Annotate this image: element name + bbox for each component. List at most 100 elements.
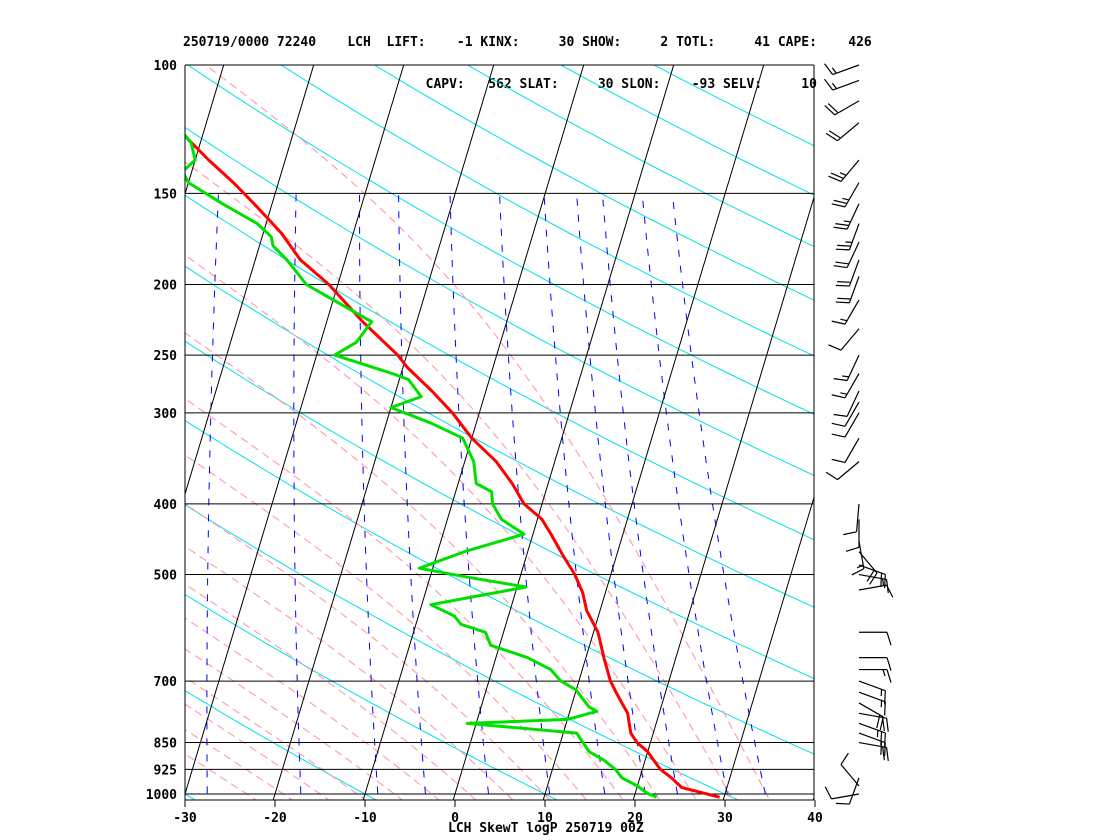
wind-barb-feather (886, 657, 892, 671)
wind-barb-feather (845, 546, 860, 552)
wind-barb-feather (885, 579, 889, 593)
moist-adiabat-line (185, 332, 661, 800)
wind-barb-staff (840, 764, 860, 787)
wind-barb-staff (831, 793, 860, 800)
isotherm-line (362, 65, 585, 800)
wind-barb (858, 741, 889, 761)
wind-barb (831, 412, 860, 438)
pressure-tick-label: 300 (154, 407, 178, 422)
wind-barb-staff (848, 259, 860, 287)
wind-barb-half-feather (839, 172, 847, 176)
wind-barb (835, 259, 860, 287)
dry-adiabat-line (185, 126, 814, 476)
wind-barb-feather (882, 746, 885, 761)
pressure-tick-label: 100 (154, 59, 178, 74)
pressure-tick-label: 700 (154, 675, 178, 690)
wind-barb (824, 100, 860, 116)
wind-barb-feather (831, 394, 846, 399)
wind-barb (831, 182, 860, 208)
dry-adiabat-line (653, 65, 814, 147)
wind-barb-feather (835, 301, 850, 304)
wind-barb-feather (885, 718, 889, 732)
dry-adiabat-line (185, 504, 740, 800)
moist-adiabat-line (185, 728, 294, 800)
wind-barb (833, 203, 860, 230)
wind-barb-staff (840, 159, 860, 182)
temperature-tick-label: 30 (717, 811, 733, 826)
temperature-tick-label: 0 (451, 811, 459, 826)
wind-barb-staff (846, 390, 860, 417)
wind-barb-staff (855, 503, 860, 532)
wind-barb-staff (834, 100, 860, 116)
isotherm-line (272, 65, 495, 800)
wind-barb-staff (846, 241, 860, 268)
pressure-tick-label: 850 (154, 737, 178, 752)
pressure-tick-label: 400 (154, 498, 178, 513)
wind-barb (840, 752, 860, 787)
wind-barb-staff (858, 541, 865, 569)
dry-adiabat-line (185, 690, 378, 800)
wind-barb-feather (837, 297, 851, 300)
wind-barb-staff (858, 702, 884, 718)
wind-barb-staff (858, 691, 886, 703)
moist-adiabat-line (185, 648, 404, 800)
wind-barb-staff (858, 573, 887, 581)
isotherm-lines (185, 65, 814, 800)
wind-barb (825, 122, 860, 142)
wind-barb-half-feather (840, 392, 848, 395)
wind-barb-staff (837, 461, 860, 481)
wind-barb-half-feather (882, 578, 885, 586)
wind-barb-column (824, 63, 894, 805)
wind-barb-staff (846, 354, 860, 381)
temperature-tick-label: 10 (537, 811, 553, 826)
chart-caption: LCH SkewT logP 250719 00Z (448, 821, 644, 836)
wind-barb-staff (844, 437, 860, 463)
wind-barb (835, 223, 860, 251)
dry-adiabat-line (559, 65, 814, 196)
wind-barb-half-feather (840, 318, 848, 322)
wind-barb-staff (858, 712, 887, 719)
header-line-1: 250719/0000 72240 LCH LIFT: -1 KINX: 30 … (183, 35, 872, 50)
pressure-tick-label: 1000 (146, 788, 177, 803)
wind-barb-feather (876, 714, 881, 729)
wind-barb-feather (828, 175, 842, 183)
wind-barb-feather (880, 573, 883, 587)
mixing-ratio-line (293, 193, 302, 800)
dry-adiabat-line (187, 65, 814, 415)
wind-barb-feather (835, 284, 850, 287)
wind-barb-staff (840, 328, 860, 351)
dry-adiabat-line (185, 793, 196, 800)
wind-barb-staff (844, 299, 860, 325)
pressure-tick-label: 150 (154, 187, 178, 202)
wind-barb (828, 159, 860, 183)
wind-barb-feather (833, 265, 848, 269)
moist-adiabat-line (185, 161, 734, 800)
background-reference-lines (185, 65, 814, 800)
dry-adiabat-line (280, 65, 814, 357)
wind-barb-feather (833, 199, 848, 205)
wind-barb-half-feather (882, 669, 886, 677)
isotherm-line (185, 65, 405, 796)
wind-barb-staff (844, 401, 860, 427)
wind-barb (833, 354, 860, 382)
wind-barb-feather (825, 471, 838, 481)
wind-barb-feather (884, 690, 886, 705)
isotherm-line (185, 65, 225, 196)
wind-barb-feather (869, 572, 878, 585)
dewpoint-profile-line (185, 132, 658, 799)
wind-barb-staff (844, 182, 860, 208)
dry-adiabat-line (185, 419, 814, 755)
moist-adiabat-line (185, 545, 514, 800)
wind-barb-half-feather (842, 375, 849, 378)
wind-barb-feather (835, 261, 849, 265)
wind-barb (833, 241, 860, 269)
wind-barb-staff (837, 122, 860, 142)
wind-barb-feather (828, 344, 842, 351)
dry-adiabat-line (185, 593, 559, 800)
wind-barb-half-feather (856, 564, 864, 569)
wind-barb-feather (824, 105, 836, 116)
wind-barb (833, 390, 860, 417)
mixing-ratio-line (671, 193, 768, 800)
wind-barb-half-feather (842, 197, 850, 201)
